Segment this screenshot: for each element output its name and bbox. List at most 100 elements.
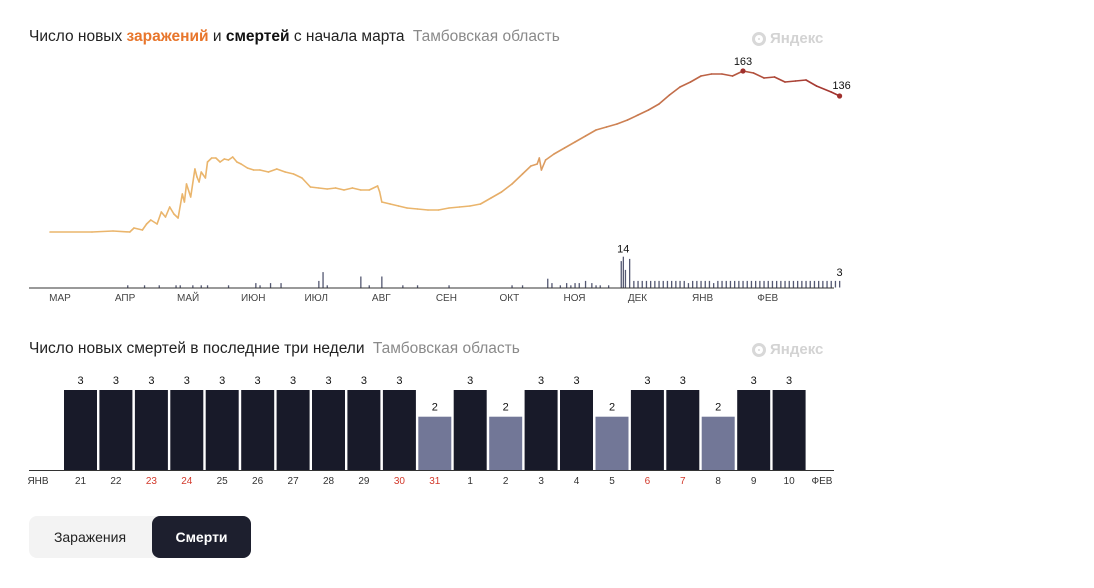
death-bar [547, 278, 549, 288]
chart1-title-deaths: смертей [225, 28, 290, 45]
infection-line-segment [616, 119, 629, 125]
infection-line-segment [530, 163, 539, 167]
infection-line-segment [458, 205, 471, 208]
day-value-label: 3 [77, 375, 83, 387]
death-bar [671, 280, 673, 288]
day-category-label: 9 [751, 476, 757, 487]
infection-line-segment [177, 193, 184, 219]
death-bar [813, 280, 816, 288]
infection-line-segment [763, 76, 776, 79]
toggle-deaths-button[interactable]: Смерти [152, 516, 251, 558]
chart1-title-infections: заражений [126, 28, 209, 45]
day-category-label: 28 [323, 476, 335, 487]
death-bar [729, 280, 732, 288]
death-bar [738, 280, 740, 288]
infection-line-segment [301, 177, 312, 188]
day-value-label: 2 [503, 402, 509, 414]
day-category-label: 6 [645, 476, 651, 487]
day-value-label: 3 [751, 375, 757, 387]
death-bar [725, 280, 727, 288]
day-value-label: 2 [715, 402, 721, 414]
toggle-infections-button[interactable]: Заражения [53, 529, 127, 545]
month-tick-label: СЕН [436, 293, 457, 304]
day-death-bar [595, 416, 629, 470]
infection-line-segment [156, 211, 163, 225]
day-value-label: 3 [290, 375, 296, 387]
day-death-bar [170, 390, 204, 470]
day-category-label: 10 [784, 476, 796, 487]
infection-line-segment [206, 157, 213, 163]
metric-toggle: Заражения Смерти [29, 516, 251, 558]
infection-line-segment [437, 207, 450, 211]
death-bar [448, 285, 450, 288]
death-bar [708, 280, 711, 288]
infection-line-segment [309, 186, 320, 189]
month-tick-label: МАЙ [177, 291, 199, 304]
infection-line-segment [240, 163, 249, 169]
day-death-bar [560, 390, 593, 470]
death-bar [368, 285, 370, 288]
day-category-label: 30 [394, 476, 406, 487]
chart2-title-text: Число новых смертей в последние три неде… [29, 340, 365, 357]
infection-line-segment [204, 161, 209, 179]
infection-line-segment [231, 156, 238, 163]
day-death-bar [737, 390, 771, 470]
day-value-label: 3 [148, 375, 154, 387]
death-bar [654, 280, 656, 288]
death-bar [700, 280, 702, 288]
death-bar [721, 280, 723, 288]
day-value-label: 3 [573, 375, 579, 387]
day-death-bar [382, 390, 416, 470]
death-bar [620, 261, 622, 288]
day-death-bar [312, 390, 345, 470]
death-bar [269, 283, 272, 288]
infection-line-segment [784, 80, 797, 83]
death-bar [622, 256, 624, 288]
chart1-x-ticks: МАР АПР МАЙ ИЮН ИЮЛ АВГ СЕН ОКТ НОЯ ДЕК ЯНВ ФЕВ [49, 291, 778, 304]
infection-line-segment [658, 94, 671, 105]
death-bar [322, 272, 324, 288]
day-value-label: 3 [255, 375, 261, 387]
chart1-annotations: 163 136 14 3 [617, 56, 851, 279]
infection-line-segment [389, 203, 400, 207]
death-bar [675, 280, 677, 288]
death-bar [318, 280, 320, 288]
day-category-label: 2 [503, 476, 509, 487]
chart1-death-bars [127, 256, 841, 288]
infection-line-segment [275, 168, 287, 173]
chart2-watermark-text: Яндекс [770, 341, 824, 358]
death-bar [192, 285, 194, 288]
infection-line-segment [448, 206, 461, 209]
death-bar [734, 280, 736, 288]
day-category-label: 29 [358, 476, 370, 487]
month-tick-label: ОКТ [500, 293, 520, 304]
day-value-label: 3 [786, 375, 792, 387]
death-bar [599, 285, 601, 288]
infection-line-segment [689, 75, 702, 83]
day-death-bar [489, 416, 523, 470]
chart2-bars [64, 390, 806, 470]
day-death-bar [524, 390, 558, 470]
day-value-label: 2 [432, 402, 438, 414]
infection-line-segment [574, 135, 587, 143]
infection-line-segment [160, 211, 167, 218]
infection-line-segment [198, 171, 202, 183]
chart2-yandex-logo: Яндекс [752, 341, 823, 358]
month-tick-label: МАР [49, 293, 71, 304]
chart1-region: Тамбовская область [412, 28, 560, 45]
death-bar [784, 280, 786, 288]
infection-line-segment [416, 208, 429, 211]
death-bar [416, 285, 419, 288]
infection-line-segment [469, 203, 482, 207]
chart2-deaths-bar-chart: 3213223233243253263273283293302313122333… [27, 375, 834, 487]
day-death-bar [241, 390, 275, 470]
infection-line-segment [150, 219, 158, 225]
death-bar [692, 280, 694, 288]
chart2-region: Тамбовская область [372, 340, 520, 357]
death-bar [158, 285, 160, 288]
death-bar [280, 283, 282, 288]
infection-line-segment [141, 223, 148, 231]
infection-line-segment [112, 230, 131, 233]
chart1-title-part3: с начала марта [289, 28, 405, 45]
last-infection-label: 136 [832, 80, 850, 92]
